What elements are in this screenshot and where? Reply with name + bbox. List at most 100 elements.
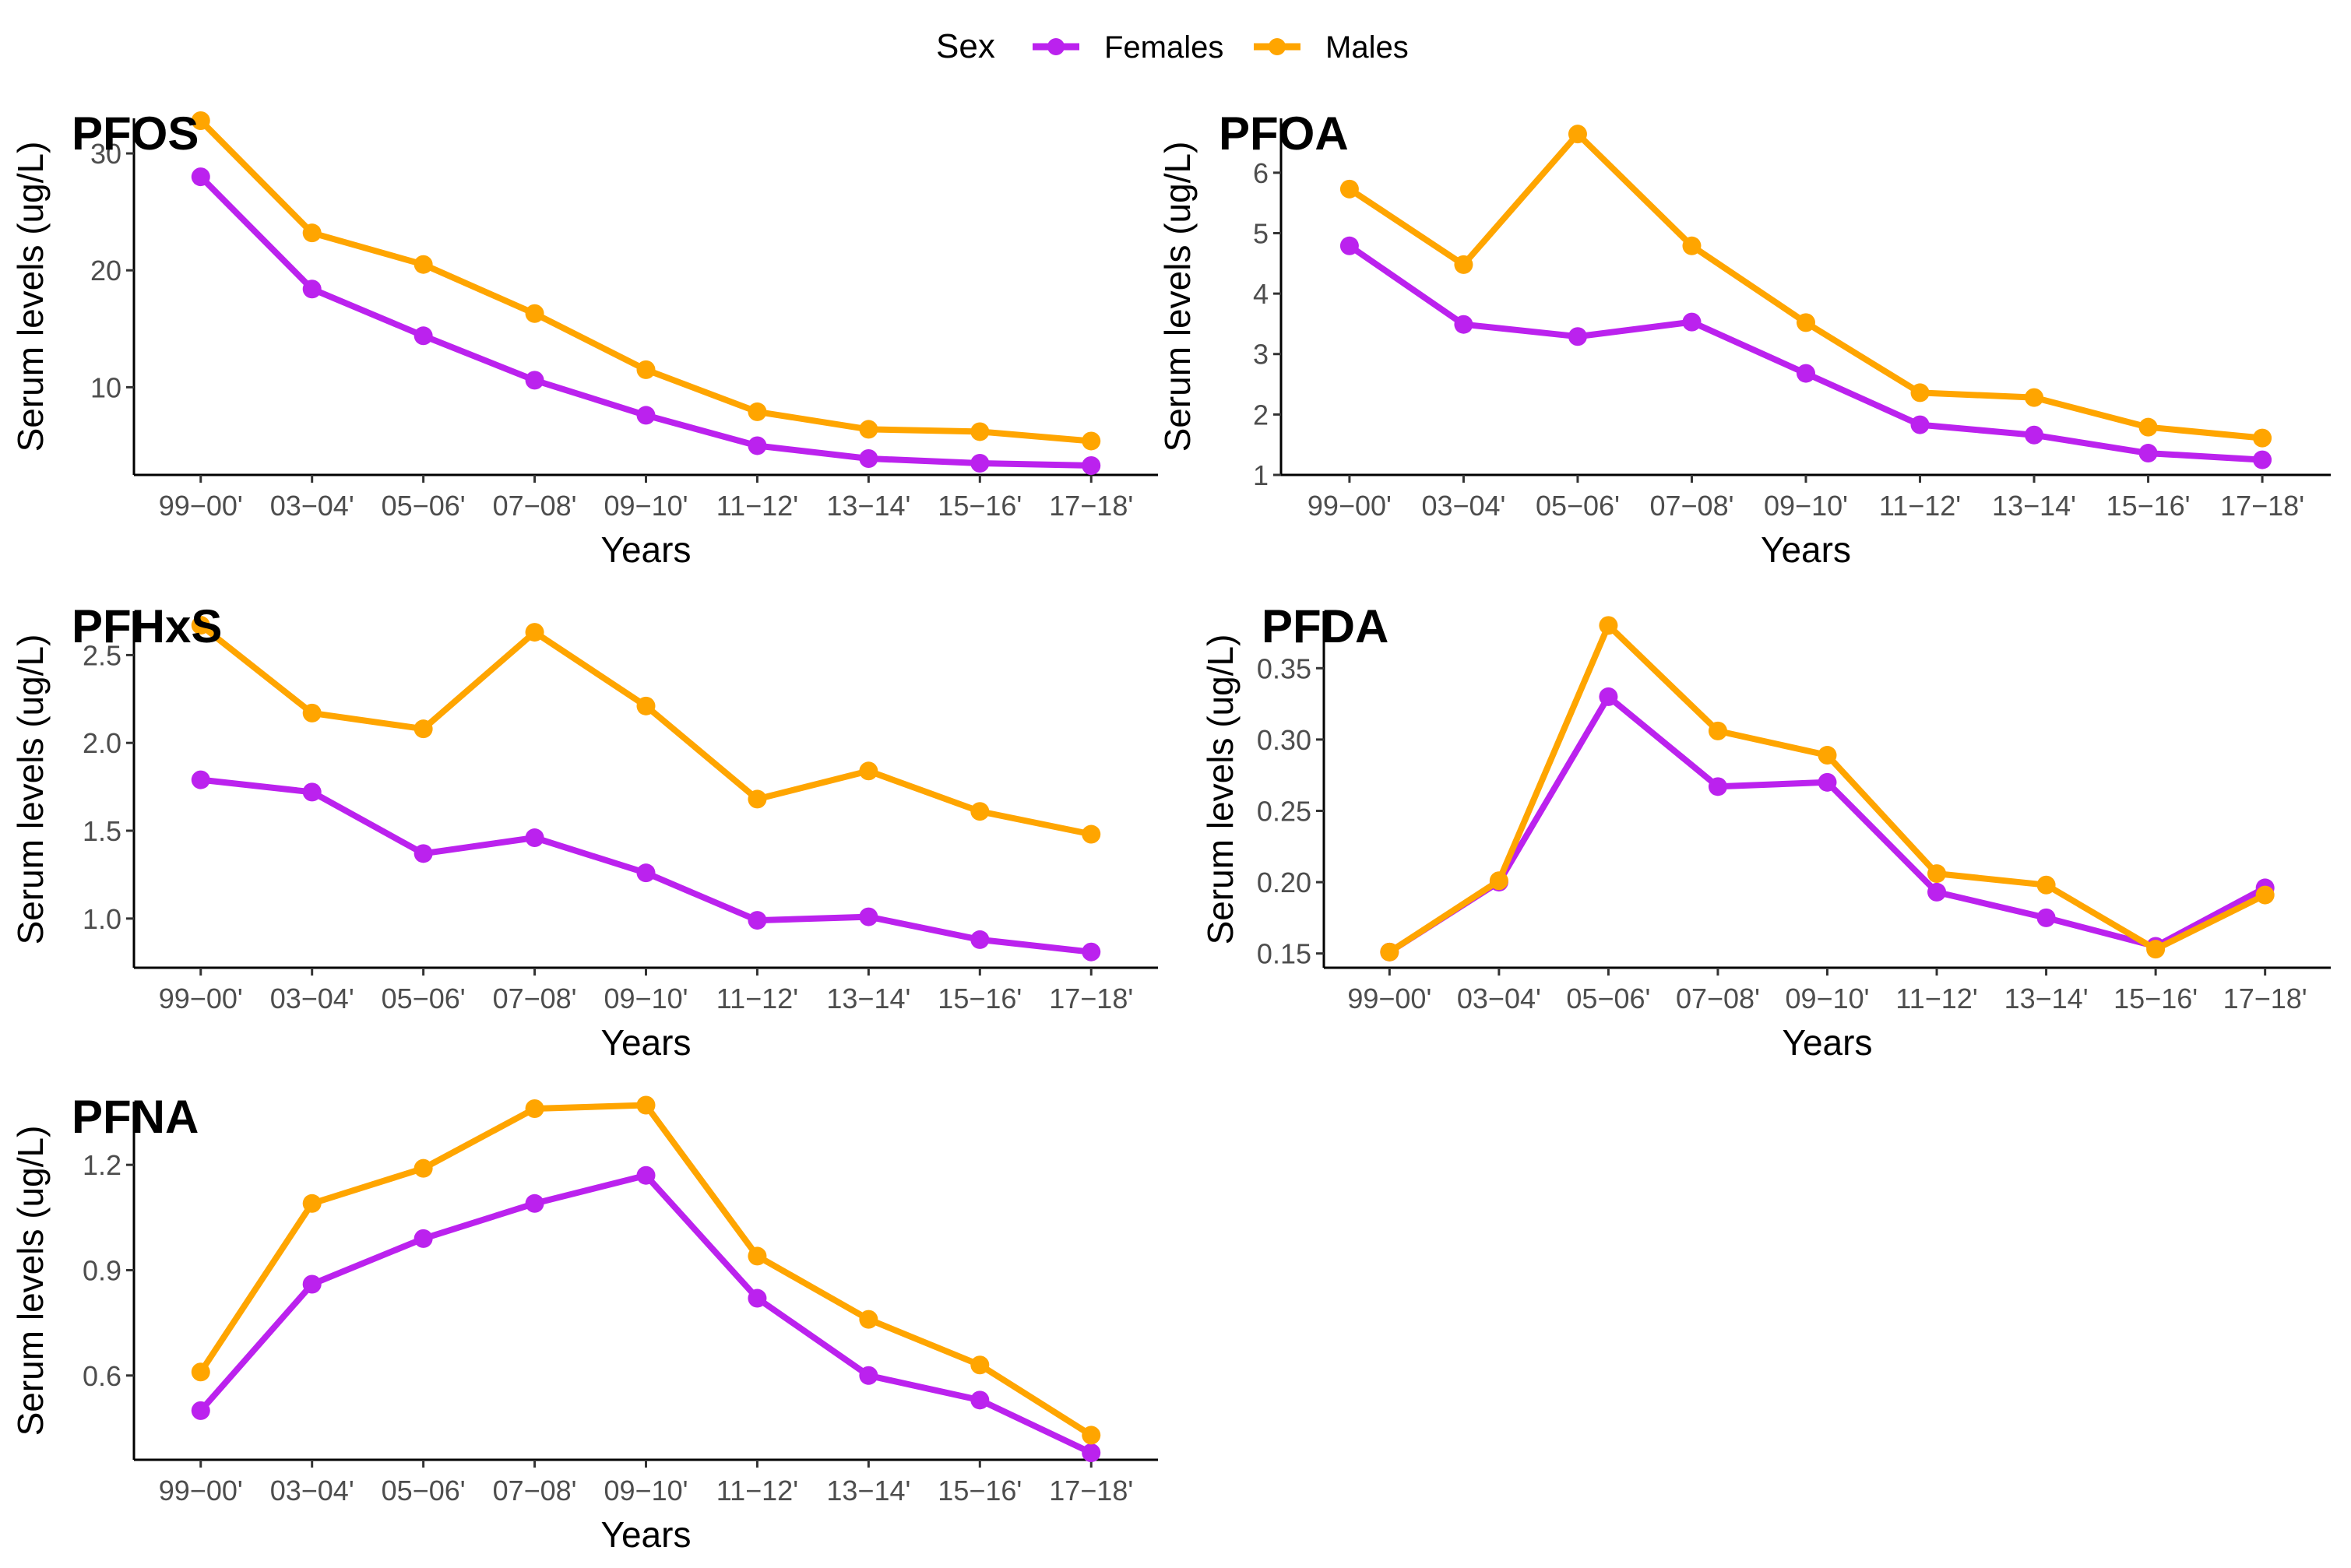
x-tick-label: 17−18' <box>1049 983 1133 1014</box>
data-point-females <box>414 1229 433 1248</box>
data-point-males <box>2253 428 2272 448</box>
x-tick-label: 15−16' <box>2113 983 2198 1014</box>
data-point-males <box>1339 179 1359 199</box>
x-tick-label: 05−06' <box>382 983 466 1014</box>
data-point-females <box>748 1289 767 1308</box>
y-axis-title: Serum levels (ug/L) <box>10 142 51 452</box>
legend-entry-males: Males <box>1254 30 1409 65</box>
data-point-males <box>525 304 544 323</box>
data-point-males <box>970 1355 990 1375</box>
x-tick-label: 05−06' <box>1536 490 1620 522</box>
data-point-females <box>414 326 433 346</box>
data-point-females <box>525 371 544 390</box>
data-point-males <box>636 360 656 379</box>
panel-pfda: 0.15 0.20 0.25 0.30 0.35 99−00' 03−04' 05−06' 07… <box>1200 600 2331 1063</box>
data-point-males <box>525 1099 544 1119</box>
x-tick-label: 13−14' <box>1992 490 2076 522</box>
data-point-males <box>302 703 322 722</box>
data-point-females <box>1708 777 1727 796</box>
data-point-males <box>414 1158 433 1178</box>
x-tick-label: 13−14' <box>826 983 910 1014</box>
x-tick-label: 15−16' <box>938 983 1022 1014</box>
data-point-females <box>859 448 878 468</box>
y-axis-title: Serum levels (ug/L) <box>1200 635 1241 945</box>
data-point-males <box>1927 864 1947 884</box>
data-point-females <box>2253 450 2272 469</box>
x-tick-label: 07−08' <box>1676 983 1760 1014</box>
legend-label-females: Females <box>1104 30 1223 65</box>
data-point-females <box>1568 327 1587 346</box>
y-tick-label: 20 <box>90 255 121 287</box>
data-point-females <box>636 1165 656 1185</box>
y-tick-label: 10 <box>90 371 121 403</box>
data-point-males <box>191 1362 210 1382</box>
data-point-females <box>636 406 656 425</box>
data-point-males <box>191 616 210 635</box>
panel-pfos: 10 20 30 99−00' 03−04' 05−06' 07−08' 09−10' 11−1… <box>10 107 1158 570</box>
data-point-males <box>748 1246 767 1266</box>
x-tick-label: 17−18' <box>2220 490 2304 522</box>
x-tick-label: 09−10' <box>1764 490 1848 522</box>
data-point-males <box>970 422 990 441</box>
data-point-females <box>970 930 990 949</box>
y-tick-label: 2.5 <box>83 639 121 671</box>
data-point-females <box>748 436 767 455</box>
data-point-females <box>859 1366 878 1385</box>
y-tick-label: 0.35 <box>1257 652 1311 684</box>
data-point-males <box>414 255 433 274</box>
legend-title: Sex <box>936 27 995 65</box>
x-tick-label: 17−18' <box>1049 1475 1133 1506</box>
data-point-males <box>970 802 990 821</box>
x-tick-label: 09−10' <box>604 983 688 1014</box>
data-point-males <box>1380 942 1399 962</box>
data-point-females <box>302 1274 322 1294</box>
x-tick-label: 05−06' <box>382 1475 466 1506</box>
data-point-males <box>748 402 767 421</box>
data-point-males <box>414 719 433 739</box>
x-tick-label: 13−14' <box>826 490 910 522</box>
data-point-females <box>191 1401 210 1420</box>
panel-title: PFOS <box>72 107 199 160</box>
x-tick-label: 09−10' <box>604 490 688 522</box>
x-tick-label: 03−04' <box>270 490 354 522</box>
y-tick-label: 6 <box>1253 157 1269 189</box>
x-tick-label: 13−14' <box>2004 983 2089 1014</box>
data-point-females <box>748 911 767 930</box>
data-point-females <box>1599 687 1618 706</box>
data-point-females <box>1682 312 1702 332</box>
data-point-males <box>1489 871 1508 891</box>
data-point-females <box>525 1194 544 1213</box>
data-point-females <box>859 907 878 926</box>
data-point-males <box>859 761 878 781</box>
y-tick-label: 30 <box>90 138 121 170</box>
x-tick-label: 99−00' <box>159 490 243 522</box>
legend: Sex Females Males <box>936 27 1409 65</box>
chart-panels: 10 20 30 99−00' 03−04' 05−06' 07−08' 09−10' 11−1… <box>10 107 2331 1555</box>
y-tick-label: 2 <box>1253 399 1269 431</box>
legend-key-point-males <box>1269 38 1286 55</box>
data-point-males <box>1082 431 1101 451</box>
x-tick-label: 11−12' <box>1879 490 1961 522</box>
data-point-males <box>1082 1426 1101 1445</box>
y-axis-title: Serum levels (ug/L) <box>10 635 51 945</box>
data-point-females <box>1082 455 1101 475</box>
data-point-females <box>1818 772 1837 792</box>
data-point-females <box>191 167 210 187</box>
data-point-males <box>2255 885 2275 905</box>
data-point-males <box>1599 616 1618 635</box>
data-point-males <box>859 420 878 439</box>
data-point-males <box>859 1310 878 1329</box>
data-point-males <box>2146 940 2166 959</box>
data-point-males <box>302 1194 322 1213</box>
x-tick-label: 07−08' <box>493 490 577 522</box>
y-tick-label: 0.6 <box>83 1360 121 1392</box>
data-point-females <box>191 770 210 789</box>
y-axis-title: Serum levels (ug/L) <box>1157 142 1198 452</box>
legend-key-point-females <box>1047 38 1065 55</box>
data-point-males <box>1568 125 1587 144</box>
panel-pfna: 0.6 0.9 1.2 99−00' 03−04' 05−06' 07−08' 09−10' 1… <box>10 1091 1158 1555</box>
x-tick-label: 15−16' <box>2106 490 2191 522</box>
x-tick-label: 17−18' <box>2223 983 2307 1014</box>
data-point-males <box>636 696 656 715</box>
